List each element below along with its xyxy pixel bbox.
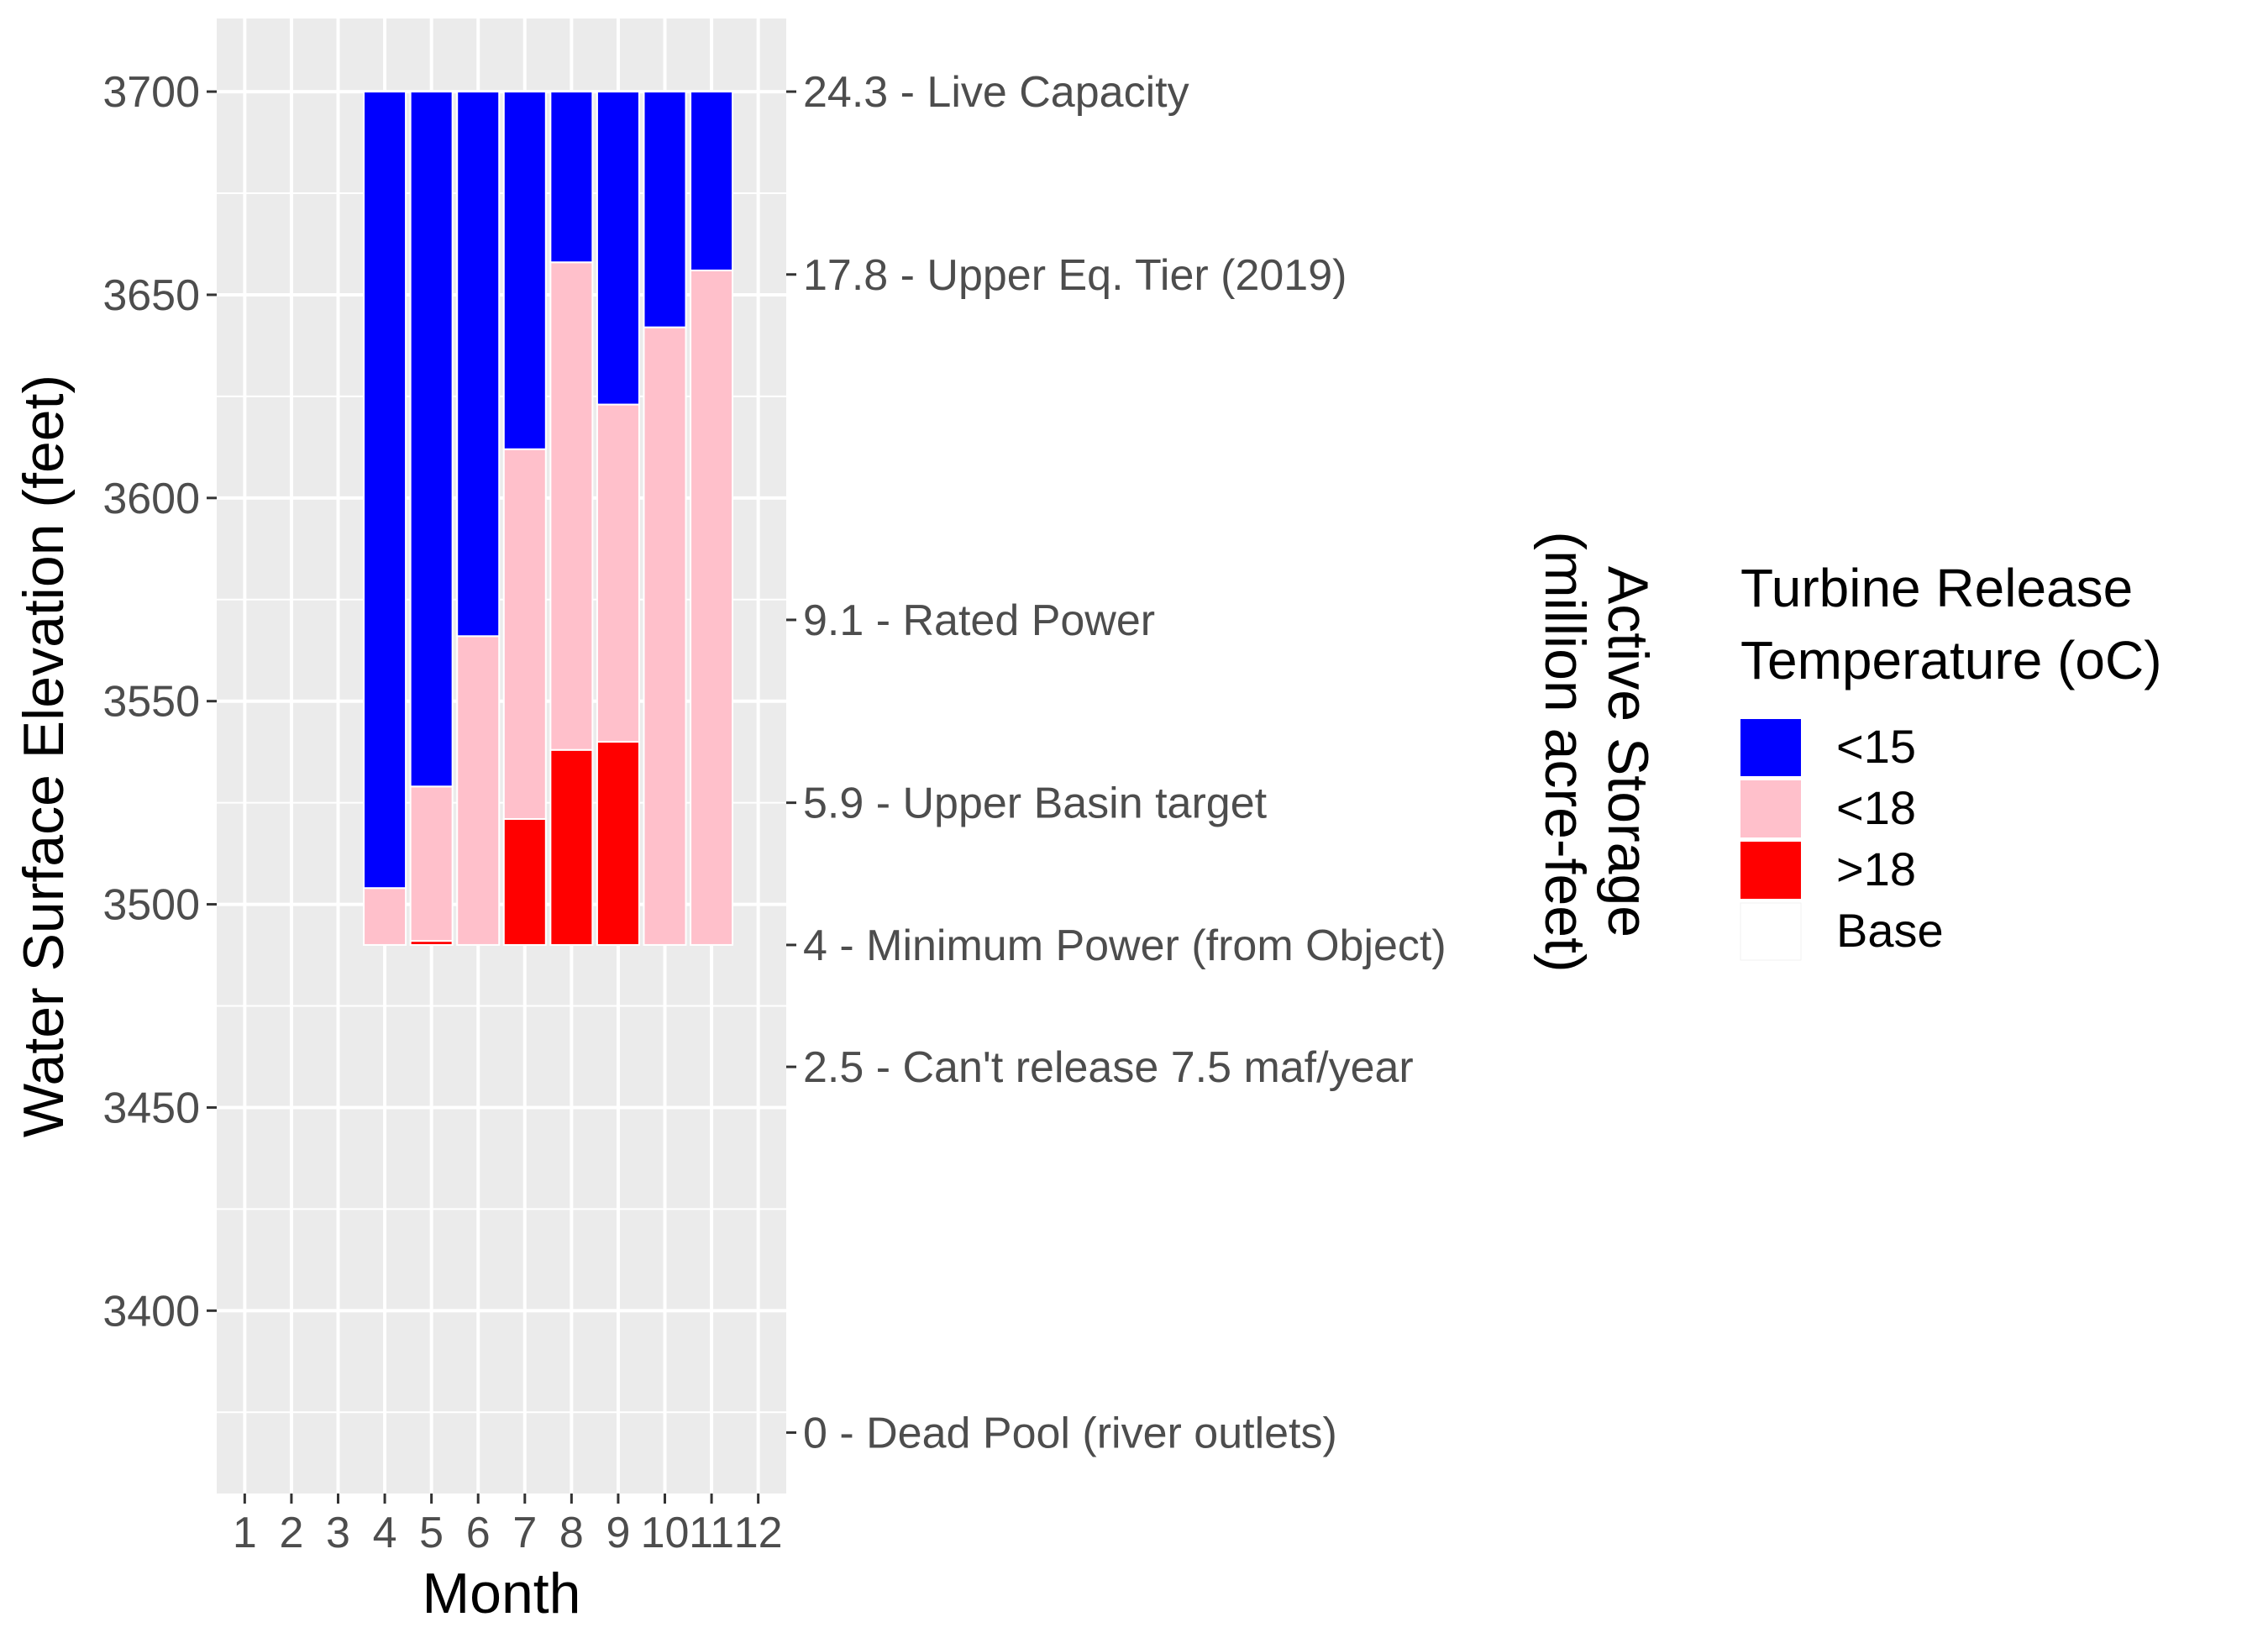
legend-swatch [1740, 842, 1801, 899]
y2-tick-label: 4 - Minimum Power (from Object) [803, 921, 1446, 970]
x-tick-label: 6 [466, 1509, 491, 1557]
y-tick-label: 3650 [102, 271, 200, 320]
y-tick-label: 3500 [102, 881, 200, 930]
legend-label: Base [1836, 904, 1944, 957]
bar-segment [549, 261, 594, 751]
bar-segment [409, 91, 454, 788]
y-axis-left: 3400 3450 3500 3550 3600 3650 3700 [102, 68, 217, 1336]
bar-segment [502, 817, 547, 946]
legend-items: <15 <18 >18 Base [1740, 719, 1944, 961]
y2-tick-label: 2.5 - Can't release 7.5 maf/year [803, 1043, 1414, 1092]
bar-segment [549, 748, 594, 946]
y-tick-label: 3450 [102, 1084, 200, 1132]
x-tick-label: 9 [606, 1509, 630, 1557]
secondary-axis-title-line2: (million acre-feet) [1533, 531, 1597, 972]
x-tick-label: 7 [512, 1509, 537, 1557]
bar-segment [690, 91, 734, 271]
bar-segment [363, 91, 407, 890]
y2-tick-label: 0 - Dead Pool (river outlets) [803, 1409, 1337, 1457]
bar-segment [549, 91, 594, 264]
legend-title-line1: Turbine Release [1740, 558, 2133, 618]
x-tick-label: 4 [373, 1509, 397, 1557]
legend-title-line2: Temperature (oC) [1740, 630, 2162, 690]
x-tick-label: 10 [641, 1509, 690, 1557]
bar-segment [409, 785, 454, 942]
x-axis: 1 2 3 4 5 6 7 8 9 10 11 12 [233, 1494, 783, 1557]
x-tick-label: 1 [233, 1509, 257, 1557]
y-tick-label: 3600 [102, 475, 200, 523]
x-axis-title: Month [423, 1562, 581, 1625]
x-tick-label: 11 [689, 1509, 734, 1557]
bar-segment [643, 326, 687, 946]
y2-tick-label: 9.1 - Rated Power [803, 596, 1155, 645]
legend-swatch [1740, 902, 1802, 961]
bar-segment [456, 635, 501, 946]
y2-tick-label: 5.9 - Upper Basin target [803, 780, 1268, 828]
x-tick-label: 8 [559, 1509, 584, 1557]
bar-segment [690, 269, 734, 946]
x-tick-label: 12 [734, 1509, 783, 1557]
legend-label: >18 [1836, 843, 1916, 895]
y-axis-right: 0 - Dead Pool (river outlets) 2.5 - Can't… [786, 68, 1446, 1457]
secondary-axis-title: Active Storage (million acre-feet) [1533, 531, 1660, 972]
bars-layer [363, 91, 734, 946]
bar-segment [643, 91, 687, 328]
legend-label: <15 [1836, 720, 1916, 773]
bar-segment [596, 403, 640, 743]
bar-segment [502, 448, 547, 820]
secondary-axis-title-line1: Active Storage [1596, 566, 1660, 937]
bar-segment [596, 741, 640, 946]
x-tick-label: 3 [326, 1509, 350, 1557]
y-axis-title: Water Surface Elevation (feet) [12, 375, 76, 1137]
y2-tick-label: 17.8 - Upper Eq. Tier (2019) [803, 251, 1347, 300]
legend-swatch [1740, 780, 1801, 837]
legend-label: <18 [1836, 781, 1916, 834]
y-tick-label: 3700 [102, 68, 200, 117]
bar-segment [363, 887, 407, 946]
y-tick-label: 3400 [102, 1287, 200, 1336]
x-tick-label: 2 [279, 1509, 303, 1557]
x-tick-label: 5 [419, 1509, 444, 1557]
bar-segment [502, 91, 547, 450]
bar-segment [596, 91, 640, 406]
bar-segment [456, 91, 501, 638]
y-tick-label: 3550 [102, 678, 200, 727]
legend-swatch [1740, 719, 1801, 776]
legend: Turbine Release Temperature (oC) <15 <18 >… [1740, 558, 2162, 961]
y2-tick-label: 24.3 - Live Capacity [803, 68, 1189, 117]
